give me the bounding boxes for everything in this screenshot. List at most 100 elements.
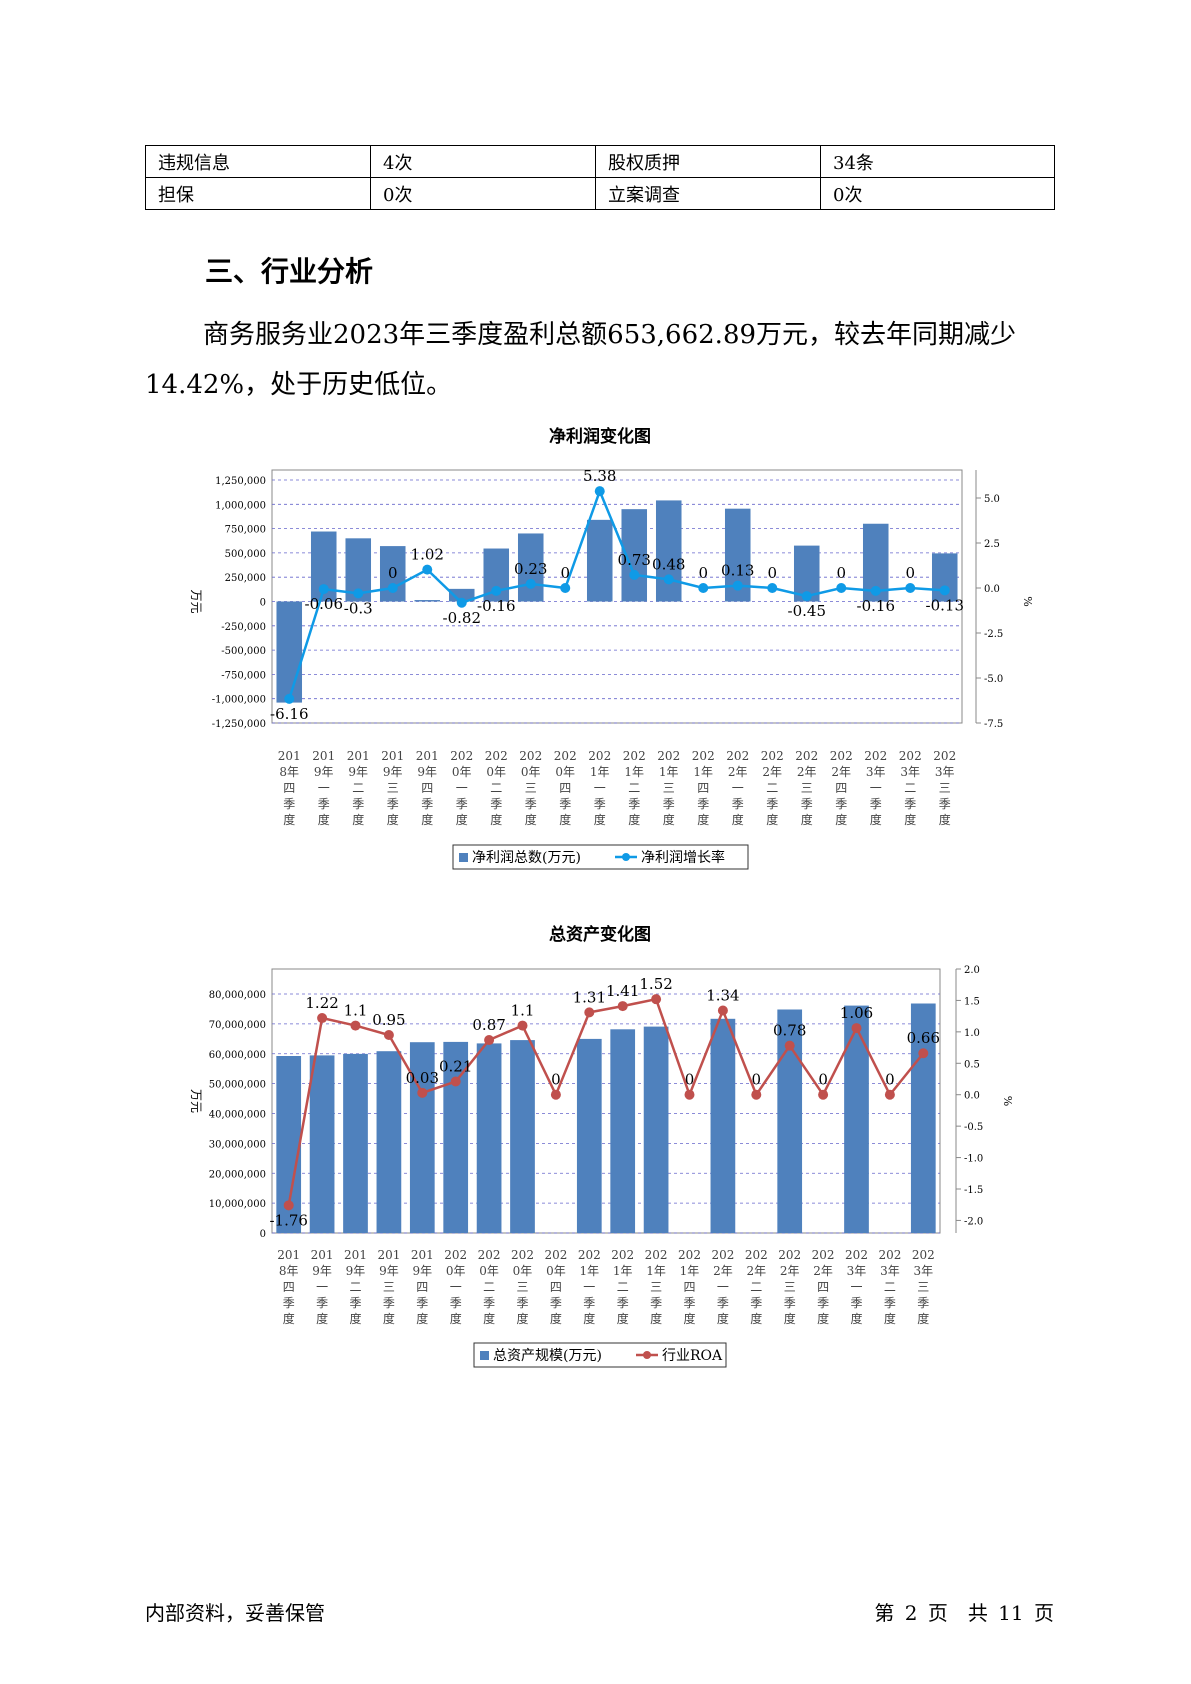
data-label: -0.3	[344, 599, 373, 617]
data-label: -0.16	[477, 597, 515, 615]
x-tick-label: 201 9年三季度	[381, 749, 404, 827]
data-label: 5.38	[583, 467, 616, 485]
data-label: 0.87	[472, 1016, 505, 1034]
y2-tick-label: -5.0	[984, 674, 1003, 685]
bar	[276, 601, 303, 703]
data-label: 1.34	[706, 986, 739, 1004]
y-axis-label: 万元	[189, 1089, 203, 1113]
x-tick-label: 202 1年二季度	[623, 749, 646, 827]
bar	[576, 1038, 602, 1233]
x-tick-label: 201 9年四季度	[411, 1248, 434, 1326]
y-tick-label: -1,000,000	[212, 695, 266, 706]
bar	[610, 1029, 636, 1233]
y-tick-label: 0	[260, 1229, 266, 1240]
data-label: 0.73	[618, 551, 651, 569]
data-label: 0.13	[721, 562, 754, 580]
x-tick-label: 202 3年二季度	[878, 1248, 901, 1326]
x-tick-label: 202 2年二季度	[745, 1248, 768, 1326]
line-point	[318, 584, 329, 595]
data-label: 0.95	[372, 1011, 405, 1029]
data-label: 0	[767, 564, 777, 582]
line-series	[287, 997, 925, 1206]
y-tick-label: -1,250,000	[212, 719, 266, 730]
x-tick-label: 202 0年四季度	[554, 749, 577, 827]
x-tick-label: 202 1年一季度	[588, 749, 611, 827]
x-tick-label: 202 1年四季度	[692, 749, 715, 827]
y-tick-label: 50,000,000	[209, 1080, 266, 1091]
x-tick-label: 202 0年三季度	[511, 1248, 534, 1326]
data-label: 0	[388, 564, 398, 582]
line-point	[884, 1089, 895, 1100]
y2-tick-label: 2.5	[984, 539, 1000, 550]
line-point	[484, 1035, 495, 1046]
data-label: -0.13	[926, 596, 964, 614]
data-label: -0.45	[788, 602, 826, 620]
section-title: 三、行业分析	[205, 255, 374, 288]
y2-axis-label: %	[1001, 1096, 1014, 1106]
data-label: 0	[905, 564, 915, 582]
y-tick-label: 0	[260, 598, 266, 609]
x-tick-label: 202 1年二季度	[611, 1248, 634, 1326]
data-label: 0.66	[907, 1029, 940, 1047]
bar	[710, 1018, 736, 1233]
table-cell: 违规信息	[145, 145, 371, 178]
table-cell: 立案调查	[595, 177, 821, 210]
x-tick-label: 202 1年三季度	[645, 1248, 668, 1326]
legend-bar-swatch	[459, 853, 468, 862]
data-label: 1.52	[639, 975, 672, 993]
line-point	[939, 585, 950, 596]
line-point	[818, 1089, 829, 1100]
page-number: 第 2 页 共 11 页	[874, 1601, 1054, 1625]
x-tick-label: 202 0年四季度	[544, 1248, 567, 1326]
line-point	[584, 1007, 595, 1018]
x-tick-label: 202 2年四季度	[830, 749, 853, 827]
line-point	[732, 580, 743, 591]
line-point	[387, 583, 398, 593]
x-tick-label: 201 9年四季度	[416, 749, 439, 827]
bar	[309, 1055, 335, 1233]
legend-line-label: 净利润增长率	[641, 849, 725, 866]
line-point	[905, 583, 916, 593]
line-point	[491, 585, 502, 596]
x-tick-label: 202 2年一季度	[726, 749, 749, 827]
table-cell: 担保	[145, 177, 371, 210]
line-point	[317, 1013, 328, 1024]
x-tick-label: 202 0年三季度	[519, 749, 542, 827]
bar	[844, 1005, 869, 1233]
line-point	[629, 569, 640, 580]
chart-title: 总资产变化图	[549, 924, 651, 945]
y-tick-label: 10,000,000	[209, 1199, 266, 1210]
line-point	[617, 1001, 628, 1012]
line-point	[353, 588, 364, 599]
data-label: -0.16	[857, 597, 895, 615]
data-label: 0	[560, 564, 570, 582]
y2-tick-label: 1.0	[964, 1028, 980, 1039]
total-assets-chart: 总资产变化图 80,000,000 70,000,000 60,000,000 50,0…	[189, 924, 1014, 1368]
data-label: 0.48	[652, 555, 685, 573]
bar	[414, 600, 441, 602]
x-tick-label: 202 3年一季度	[864, 749, 887, 827]
legend-line-label: 行业ROA	[662, 1348, 723, 1364]
table-cell: 4次	[370, 145, 596, 178]
x-tick-label: 201 8年四季度	[277, 1248, 300, 1326]
x-tick-label: 202 0年二季度	[485, 749, 508, 827]
x-tick-label: 201 9年二季度	[347, 749, 370, 827]
line-point	[594, 486, 605, 497]
y-tick-label: 60,000,000	[209, 1050, 266, 1061]
y2-tick-label: -0.5	[964, 1122, 983, 1133]
data-label: 1.41	[606, 982, 639, 1000]
data-label: 1.06	[840, 1004, 873, 1022]
legend-bar-label: 总资产规模(万元)	[493, 1348, 602, 1364]
data-label: 0.03	[406, 1069, 439, 1087]
data-label: 0	[752, 1071, 762, 1089]
table-cell: 股权质押	[595, 145, 821, 178]
line-point	[284, 693, 295, 704]
bar	[910, 1003, 936, 1233]
data-label: 0.21	[439, 1058, 472, 1076]
data-label: 0	[885, 1071, 895, 1089]
x-tick-label: 202 2年一季度	[711, 1248, 734, 1326]
y-tick-label: 1,250,000	[215, 476, 266, 487]
data-label: 0	[685, 1071, 695, 1089]
line-point	[918, 1048, 929, 1059]
bar	[376, 1051, 402, 1233]
